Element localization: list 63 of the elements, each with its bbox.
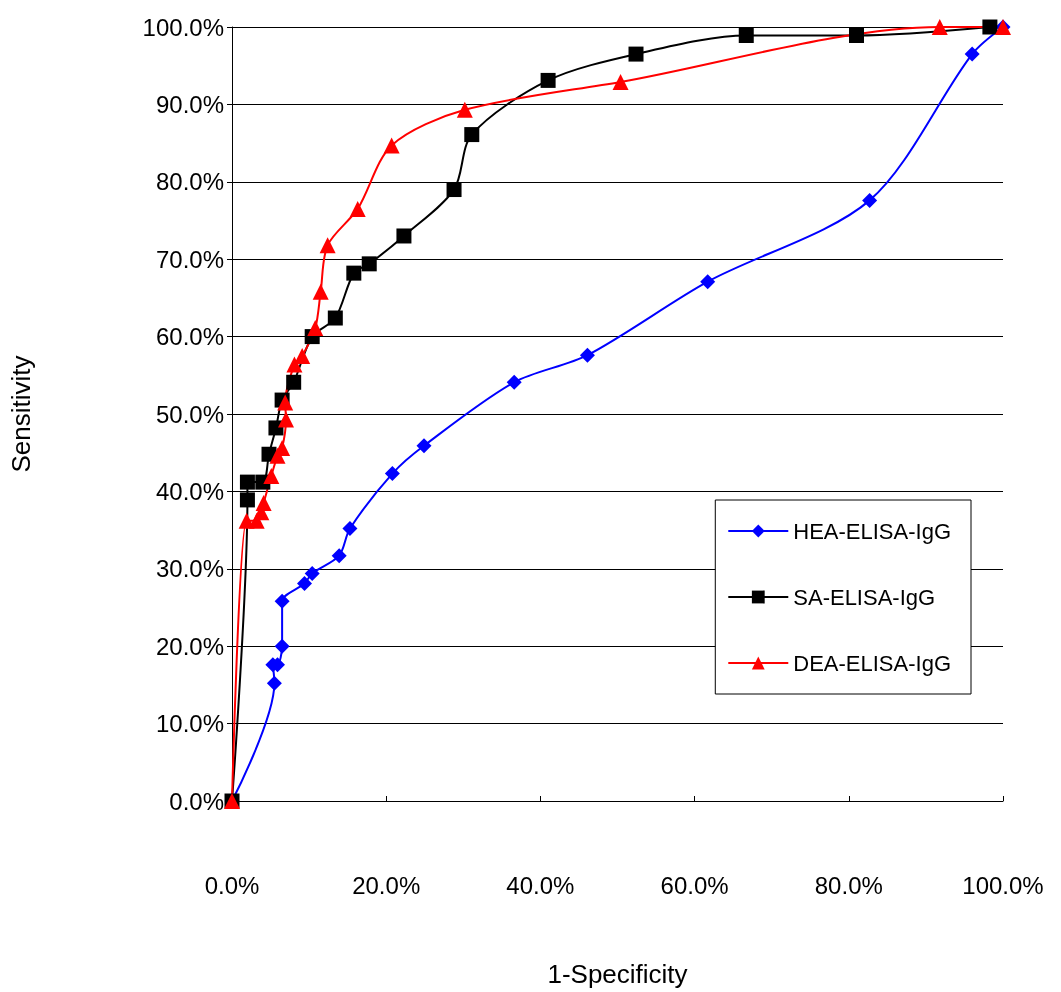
x-tick-label: 0.0% [204,871,260,899]
point [464,127,480,143]
point [312,283,329,300]
legend-label: SA-ELISA-IgG [793,584,936,610]
y-tick-label: 90.0% [155,90,224,118]
point [931,19,948,35]
point [239,492,255,508]
y-tick-label: 60.0% [155,323,224,351]
point [274,638,290,654]
point [327,310,343,326]
point [304,565,320,581]
x-tick-label: 20.0% [352,871,421,899]
x-tick-label: 40.0% [506,871,575,899]
point [396,228,412,244]
point [540,72,556,88]
point [612,73,629,90]
point [849,28,865,44]
point [349,200,366,217]
y-axis-title: Sensitivity [6,355,36,473]
y-tick-label: 50.0% [155,400,224,428]
y-tick-label: 20.0% [155,632,224,660]
y-tick-label: 30.0% [155,555,224,583]
point [416,438,432,454]
y-tick-label: 70.0% [155,245,224,273]
point [277,394,294,411]
point [319,237,336,254]
point [982,19,998,35]
point [266,675,282,691]
point [446,182,462,198]
x-tick-label: 80.0% [814,871,883,899]
point [331,548,347,564]
point [579,347,595,363]
x-tick-label: 60.0% [660,871,729,899]
point [738,28,754,44]
point [342,521,358,537]
point [700,274,716,290]
point [964,46,980,62]
point [384,466,400,482]
y-tick-label: 0.0% [169,787,224,815]
point [274,593,290,609]
point [263,467,280,484]
point [294,347,311,364]
point [239,474,255,490]
legend-label: DEA-ELISA-IgG [793,650,951,676]
point [628,46,644,62]
point [456,101,473,118]
point [307,320,324,337]
point [862,192,878,208]
x-tick-label: 100.0% [962,871,1044,899]
y-tick-label: 10.0% [155,710,224,738]
point [296,576,312,592]
point [255,495,272,512]
y-tick-label: 100.0% [142,13,224,41]
point [346,265,362,281]
y-tick-label: 80.0% [155,168,224,196]
y-tick-label: 40.0% [155,477,224,505]
x-axis-title: 1-Specificity [547,959,688,989]
point [383,137,400,154]
legend-label: HEA-ELISA-IgG [793,518,951,544]
point [361,256,377,272]
point [506,374,522,390]
point [277,411,294,428]
point [286,374,302,390]
